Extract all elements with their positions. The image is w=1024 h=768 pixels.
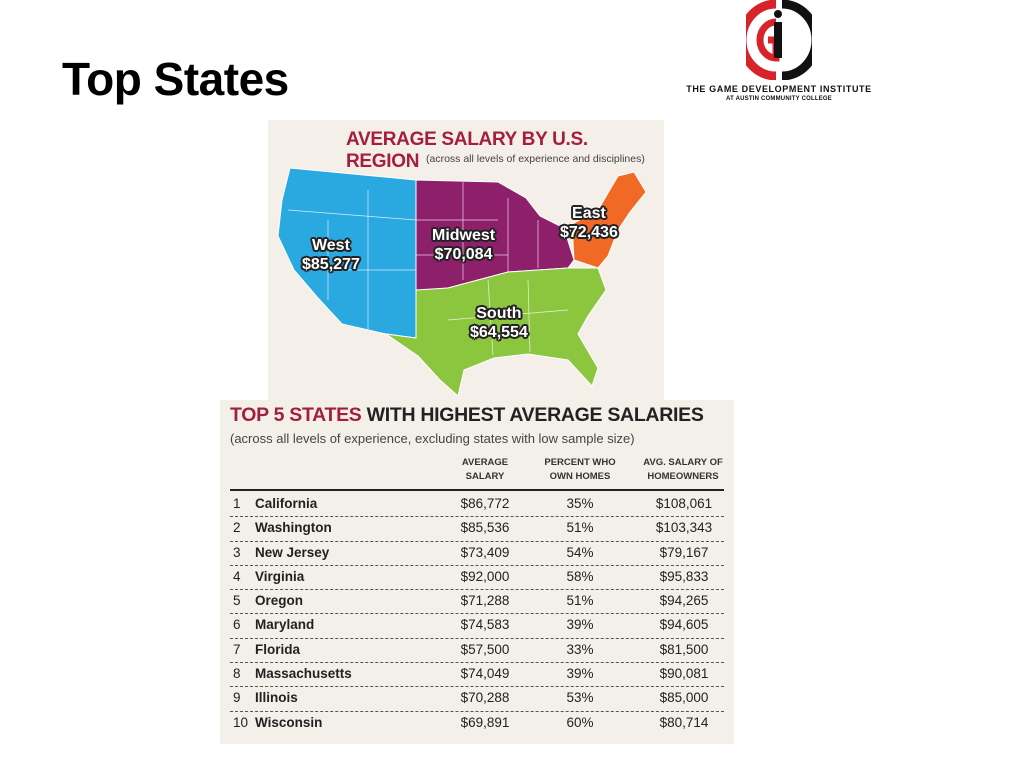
rank-cell: 10 [233, 714, 249, 730]
percent-cell: 53% [566, 690, 594, 706]
salary-cell: $57,500 [460, 641, 510, 657]
logo-subtitle: AT AUSTIN COMMUNITY COLLEGE [726, 96, 832, 102]
column-header-percent: PERCENT WHO OWN HOMES [544, 457, 616, 482]
region-label-midwest: Midwest $70,084 [432, 226, 495, 264]
gdi-logo-icon [746, 0, 812, 80]
avg-salary-cell: $85,000 [659, 690, 709, 706]
region-south-shape [385, 267, 607, 397]
percent-cell: 33% [566, 641, 594, 657]
percent-cell: 39% [566, 666, 594, 682]
avg-salary-cell: $95,833 [659, 568, 709, 584]
percent-cell: 54% [566, 544, 594, 560]
state-cell: Virginia [255, 568, 305, 584]
rank-cell: 7 [233, 641, 241, 657]
table-row: 9 Illinois $70,288 53% $85,000 [230, 687, 724, 712]
salary-cell: $74,049 [460, 666, 510, 682]
salary-cell: $73,409 [460, 544, 510, 560]
state-cell: Illinois [255, 690, 298, 706]
avg-salary-cell: $94,265 [659, 593, 709, 609]
table-row: 4 Virginia $92,000 58% $95,833 [230, 566, 724, 591]
rank-cell: 8 [233, 666, 241, 682]
table-body: 1 California $86,772 35% $108,061 2 Wash… [230, 493, 724, 735]
table-title-accent: TOP 5 STATES [230, 404, 362, 426]
map-title: AVERAGE SALARY BY U.S. REGION [346, 129, 588, 172]
avg-salary-cell: $80,714 [659, 714, 709, 730]
gdi-logo: THE GAME DEVELOPMENT INSTITUTE AT AUSTIN… [684, 0, 874, 110]
logo-name: THE GAME DEVELOPMENT INSTITUTE [686, 84, 872, 94]
region-name: South [476, 305, 522, 322]
salary-cell: $69,891 [460, 714, 510, 730]
salary-cell: $71,288 [460, 593, 510, 609]
table-row: 2 Washington $85,536 51% $103,343 [230, 517, 724, 542]
state-cell: Florida [255, 641, 301, 657]
table-title: TOP 5 STATES WITH HIGHEST AVERAGE SALARI… [230, 404, 704, 427]
avg-salary-cell: $90,081 [659, 666, 709, 682]
rank-cell: 1 [233, 496, 241, 511]
state-cell: Massachusetts [255, 666, 352, 682]
salary-cell: $74,583 [460, 617, 510, 633]
table-row: 10 Wisconsin $69,891 60% $80,714 [230, 712, 724, 735]
header-divider [230, 489, 724, 491]
column-header-salary: AVERAGE SALARY [461, 457, 509, 482]
avg-salary-cell: $103,343 [655, 520, 713, 536]
rank-cell: 5 [233, 593, 241, 609]
region-salary: $72,436 [560, 224, 618, 241]
region-name: Midwest [432, 227, 496, 244]
region-salary: $85,277 [302, 256, 360, 273]
state-cell: New Jersey [255, 544, 330, 560]
region-salary-map: AVERAGE SALARY BY U.S. REGION (across al… [268, 120, 664, 402]
salary-cell: $85,536 [460, 520, 510, 536]
rank-cell: 4 [233, 568, 241, 584]
slide-title: Top States [62, 53, 289, 105]
region-name: East [572, 205, 606, 222]
map-subtitle: (across all levels of experience and dis… [426, 153, 645, 165]
state-cell: Washington [255, 520, 332, 536]
region-label-south: South $64,554 [470, 304, 528, 342]
percent-cell: 35% [566, 496, 594, 511]
state-cell: Wisconsin [255, 714, 323, 730]
region-salary: $64,554 [470, 324, 528, 341]
rank-cell: 2 [233, 520, 241, 536]
percent-cell: 39% [566, 617, 594, 633]
table-row: 6 Maryland $74,583 39% $94,605 [230, 614, 724, 639]
table-subtitle: (across all levels of experience, exclud… [230, 431, 635, 446]
rank-cell: 9 [233, 690, 241, 706]
state-cell: Oregon [255, 593, 304, 609]
salary-cell: $92,000 [460, 568, 510, 584]
table-title-rest: WITH HIGHEST AVERAGE SALARIES [366, 404, 704, 426]
state-cell: Maryland [255, 617, 315, 633]
rank-cell: 3 [233, 544, 241, 560]
state-cell: California [255, 496, 318, 511]
region-label-west: West $85,277 [302, 236, 360, 274]
avg-salary-cell: $79,167 [659, 544, 709, 560]
salary-cell: $86,772 [460, 496, 510, 511]
percent-cell: 60% [566, 714, 594, 730]
percent-cell: 58% [566, 568, 594, 584]
percent-cell: 51% [566, 593, 594, 609]
rank-cell: 6 [233, 617, 241, 633]
us-map [277, 167, 647, 397]
avg-salary-cell: $81,500 [659, 641, 709, 657]
region-salary: $70,084 [434, 246, 493, 263]
salary-cell: $70,288 [460, 690, 510, 706]
region-east-shape [571, 171, 647, 269]
avg-salary-cell: $94,605 [659, 617, 709, 633]
column-header-avg: AVG. SALARY OF HOMEOWNERS [643, 457, 723, 482]
region-label-east: East $72,436 [560, 204, 618, 242]
table-row: 8 Massachusetts $74,049 39% $90,081 [230, 663, 724, 688]
region-name: West [311, 237, 350, 254]
table-row: 1 California $86,772 35% $108,061 [230, 493, 724, 518]
avg-salary-cell: $108,061 [655, 496, 713, 511]
table-row: 3 New Jersey $73,409 54% $79,167 [230, 542, 724, 566]
percent-cell: 51% [566, 520, 594, 536]
top-states-table: TOP 5 STATES WITH HIGHEST AVERAGE SALARI… [220, 400, 734, 744]
table-row: 5 Oregon $71,288 51% $94,265 [230, 590, 724, 615]
table-row: 7 Florida $57,500 33% $81,500 [230, 639, 724, 664]
